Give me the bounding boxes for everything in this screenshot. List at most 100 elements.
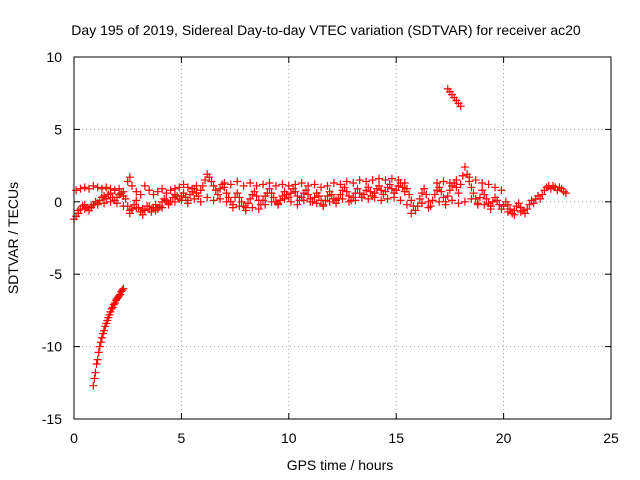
data-point: [259, 180, 268, 189]
data-point: [452, 183, 461, 192]
data-point: [441, 200, 450, 209]
data-point: [422, 190, 431, 199]
data-point: [94, 348, 103, 357]
data-point: [454, 189, 463, 198]
y-tick-label: 0: [54, 194, 62, 210]
data-point: [243, 199, 252, 208]
data-point: [222, 197, 231, 206]
chart-title: Day 195 of 2019, Sidereal Day-to-day VTE…: [71, 22, 581, 38]
data-point: [493, 196, 502, 205]
data-point: [364, 194, 373, 203]
data-point: [209, 181, 218, 190]
data-point: [188, 184, 197, 193]
data-point: [179, 180, 188, 189]
data-point: [299, 196, 308, 205]
data-point: [252, 192, 261, 201]
data-point: [370, 193, 379, 202]
data-point: [460, 163, 469, 172]
data-point: [430, 190, 439, 199]
data-point: [246, 178, 255, 187]
x-tick-label: 20: [496, 430, 512, 446]
y-axis-label: SDTVAR / TECUs: [5, 182, 21, 294]
data-point: [407, 209, 416, 218]
data-point: [205, 173, 214, 182]
data-point: [420, 184, 429, 193]
data-point: [203, 193, 212, 202]
data-point: [491, 183, 500, 192]
data-point: [118, 286, 127, 295]
y-tick-label: 5: [54, 121, 62, 137]
data-point: [183, 183, 192, 192]
data-point: [233, 177, 242, 186]
data-point: [521, 209, 530, 218]
data-point: [417, 189, 426, 198]
data-point: [233, 189, 242, 198]
axis-ticks: 0 5 10 15 20 25 -15 -10 -5 0 5 10: [42, 49, 619, 446]
data-point: [342, 187, 351, 196]
data-point: [89, 181, 98, 190]
data-point: [151, 206, 160, 215]
data-point: [76, 184, 85, 193]
data-point: [235, 202, 244, 211]
data-point: [488, 197, 497, 206]
data-point: [304, 181, 313, 190]
data-point: [336, 180, 345, 189]
data-point: [121, 194, 130, 203]
data-point: [452, 176, 461, 185]
data-point: [538, 190, 547, 199]
data-point: [475, 193, 484, 202]
x-tick-label: 15: [388, 430, 404, 446]
data-point: [377, 196, 386, 205]
data-point: [433, 178, 442, 187]
data-point: [136, 190, 145, 199]
data-point: [92, 359, 101, 368]
data-point: [274, 199, 283, 208]
data-point: [312, 199, 321, 208]
data-point: [456, 180, 465, 189]
data-point: [119, 187, 128, 196]
data-point: [413, 202, 422, 211]
data-point: [317, 183, 326, 192]
data-point: [207, 177, 216, 186]
data-point: [310, 193, 319, 202]
data-point: [259, 196, 268, 205]
data-point: [323, 192, 332, 201]
data-point: [209, 196, 218, 205]
data-point: [228, 203, 237, 212]
data-point: [166, 186, 175, 195]
data-point: [417, 199, 426, 208]
data-point: [115, 184, 124, 193]
data-point: [439, 177, 448, 186]
data-point: [284, 181, 293, 190]
data-point: [469, 189, 478, 198]
data-point: [445, 186, 454, 195]
data-point: [344, 197, 353, 206]
data-point: [87, 202, 96, 211]
data-point: [125, 173, 134, 182]
data-point: [265, 178, 274, 187]
data-point: [375, 181, 384, 190]
data-point: [192, 181, 201, 190]
data-point: [448, 196, 457, 205]
data-point: [179, 189, 188, 198]
data-point: [222, 189, 231, 198]
data-point: [525, 200, 534, 209]
data-point: [213, 190, 222, 199]
data-point: [158, 203, 167, 212]
data-point: [183, 199, 192, 208]
data-point: [495, 200, 504, 209]
data-point: [145, 202, 154, 211]
data-point: [246, 194, 255, 203]
data-point: [362, 177, 371, 186]
data-point: [106, 184, 115, 193]
data-point: [284, 193, 293, 202]
data-point: [164, 199, 173, 208]
data-point: [269, 193, 278, 202]
data-point: [123, 177, 132, 186]
data-point: [97, 184, 106, 193]
data-point: [119, 202, 128, 211]
data-point: [323, 181, 332, 190]
plot-frame: [73, 56, 612, 420]
data-point: [74, 206, 83, 215]
data-point: [480, 200, 489, 209]
